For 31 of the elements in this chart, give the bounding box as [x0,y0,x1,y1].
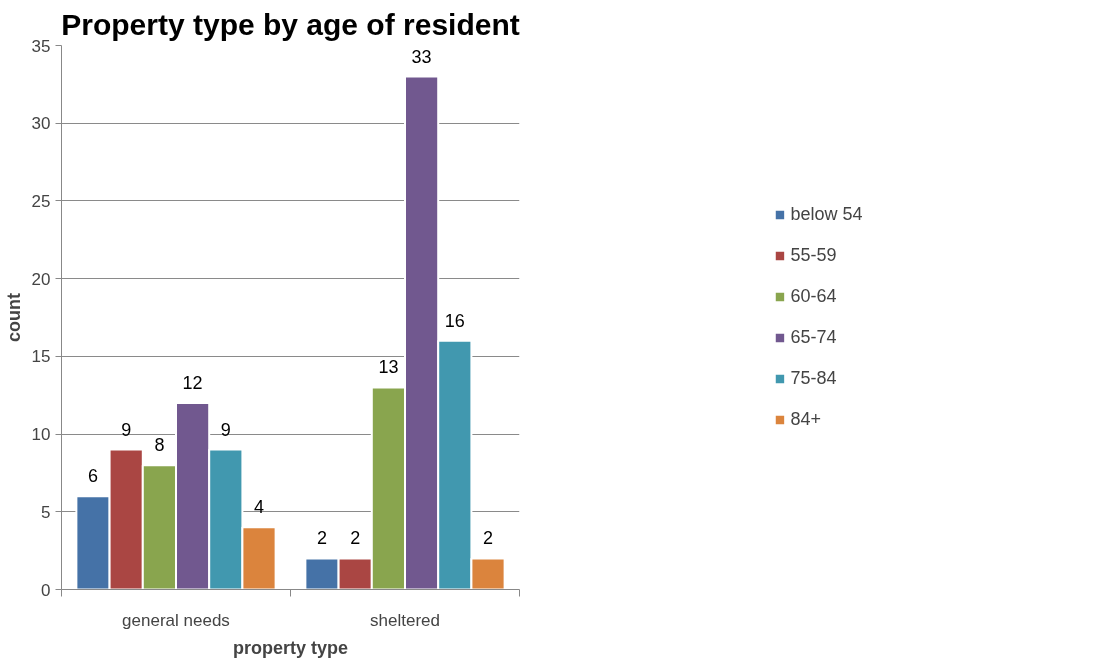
data-label: 2 [483,528,494,549]
x-axis-title: property type [232,637,349,658]
y-tick-label: 30 [31,114,51,134]
y-axis-title: count [3,293,24,342]
x-tick-label: sheltered [370,610,440,630]
y-tick-label: 5 [41,502,51,522]
data-label: 9 [121,419,132,440]
y-tick-label: 25 [31,191,51,211]
legend-label: 55-59 [790,245,837,266]
legend-label: 84+ [790,409,822,430]
data-label: 33 [411,46,432,67]
data-label: 12 [182,372,203,393]
data-label: 8 [154,435,165,456]
legend-label: 75-84 [790,368,837,389]
data-label: 4 [254,497,265,518]
legend-label: 60-64 [790,286,837,307]
data-label: 2 [316,528,327,549]
y-tick-label: 15 [31,347,51,367]
data-label: 2 [350,528,361,549]
legend-label: 65-74 [790,327,837,348]
data-label: 16 [444,310,465,331]
chart-title: Property type by age of resident [61,7,520,41]
x-tick-label: general needs [122,610,230,630]
data-label: 6 [87,466,98,487]
y-tick-label: 20 [31,269,51,289]
y-tick-label: 10 [31,425,51,445]
y-tick-label: 0 [41,580,51,600]
data-label: 13 [378,357,399,378]
y-tick-label: 35 [31,36,51,56]
legend-label: below 54 [790,204,863,225]
data-label: 9 [220,419,231,440]
